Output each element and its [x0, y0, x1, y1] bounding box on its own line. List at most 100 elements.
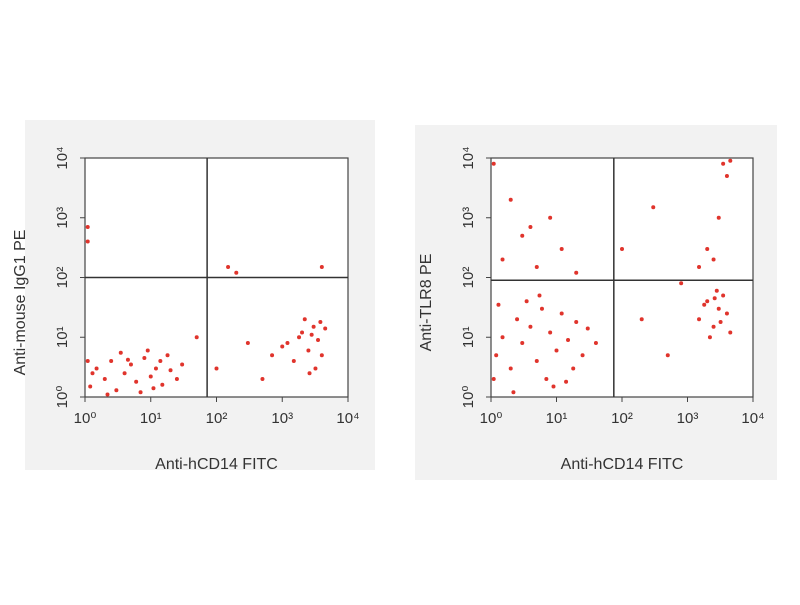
event-point — [494, 353, 499, 358]
event-point — [142, 355, 147, 360]
event-point — [245, 341, 250, 346]
event-point — [714, 288, 719, 293]
x-tick-label: 10¹ — [140, 410, 162, 427]
x-tick-label: 10³ — [271, 410, 293, 427]
event-point — [697, 264, 702, 269]
event-point — [260, 377, 265, 382]
x-tick-label: 10⁴ — [741, 410, 764, 427]
event-point — [234, 270, 239, 275]
y-tick-label: 10³ — [460, 207, 477, 229]
event-point — [158, 359, 163, 364]
event-point — [316, 337, 321, 342]
event-point — [707, 335, 712, 340]
event-point — [94, 366, 99, 371]
event-point — [160, 382, 165, 387]
event-point — [88, 384, 93, 389]
event-point — [712, 296, 717, 301]
event-point — [728, 158, 733, 163]
event-point — [580, 353, 585, 358]
event-point — [571, 366, 576, 371]
event-point — [151, 386, 156, 391]
event-point — [309, 332, 314, 337]
event-point — [109, 359, 114, 364]
x-axis-label: Anti-hCD14 FITC — [561, 456, 684, 473]
event-point — [534, 359, 539, 364]
event-point — [500, 257, 505, 262]
event-point — [194, 335, 199, 340]
event-point — [574, 270, 579, 275]
event-point — [280, 344, 285, 349]
event-point — [705, 299, 710, 304]
event-point — [297, 335, 302, 340]
x-tick-label: 10¹ — [546, 410, 568, 427]
event-point — [511, 390, 516, 395]
y-tick-label: 10⁰ — [460, 386, 477, 409]
event-point — [165, 353, 170, 358]
event-point — [705, 246, 710, 251]
event-point — [168, 368, 173, 373]
event-point — [122, 371, 127, 376]
event-point — [105, 392, 110, 397]
x-tick-label: 10² — [206, 410, 228, 427]
event-point — [496, 302, 501, 307]
event-point — [180, 362, 185, 367]
event-point — [520, 341, 525, 346]
event-point — [302, 317, 307, 322]
event-point — [711, 257, 716, 262]
event-point — [226, 264, 231, 269]
event-point — [528, 324, 533, 329]
event-point — [585, 326, 590, 331]
event-point — [319, 353, 324, 358]
y-axis-label: Anti-TLR8 PE — [418, 254, 435, 352]
event-point — [551, 384, 556, 389]
event-point — [554, 348, 559, 353]
y-tick-label: 10² — [54, 267, 71, 289]
event-point — [134, 379, 139, 384]
event-point — [85, 239, 90, 244]
event-point — [639, 317, 644, 322]
event-point — [534, 264, 539, 269]
event-point — [313, 366, 318, 371]
x-tick-label: 10⁰ — [74, 410, 97, 427]
event-point — [515, 317, 520, 322]
event-point — [718, 319, 723, 324]
event-point — [285, 341, 290, 346]
event-point — [319, 264, 324, 269]
event-point — [153, 366, 158, 371]
event-point — [491, 161, 496, 166]
event-point — [716, 306, 721, 311]
event-point — [270, 353, 275, 358]
event-point — [548, 330, 553, 335]
event-point — [728, 330, 733, 335]
event-point — [491, 377, 496, 382]
event-point — [520, 233, 525, 238]
event-point — [214, 366, 219, 371]
event-point — [318, 319, 323, 324]
event-point — [665, 353, 670, 358]
event-point — [145, 348, 150, 353]
event-point — [102, 377, 107, 382]
event-point — [593, 341, 598, 346]
event-point — [721, 293, 726, 298]
event-point — [724, 311, 729, 316]
event-point — [128, 362, 133, 367]
event-point — [500, 335, 505, 340]
event-point — [291, 359, 296, 364]
event-point — [716, 215, 721, 220]
event-point — [724, 173, 729, 178]
event-point — [311, 324, 316, 329]
x-tick-label: 10³ — [677, 410, 699, 427]
event-point — [559, 246, 564, 251]
event-point — [539, 306, 544, 311]
event-point — [508, 197, 513, 202]
event-point — [306, 348, 311, 353]
event-point — [651, 205, 656, 210]
event-point — [574, 319, 579, 324]
event-point — [323, 326, 328, 331]
y-tick-label: 10⁴ — [460, 146, 477, 169]
plot-area — [490, 157, 754, 398]
event-point — [114, 388, 119, 393]
event-point — [544, 377, 549, 382]
event-point — [697, 317, 702, 322]
